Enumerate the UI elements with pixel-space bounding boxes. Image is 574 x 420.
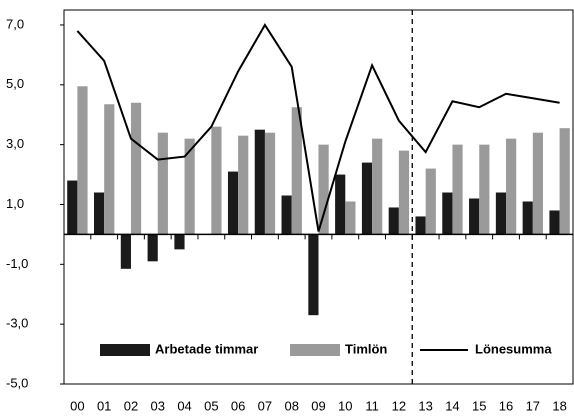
bar [291, 107, 302, 235]
bar [361, 162, 373, 235]
bar [345, 201, 356, 235]
bar [559, 128, 570, 235]
x-tick-label: 15 [472, 398, 486, 413]
x-tick-label: 02 [124, 398, 138, 413]
bar [254, 129, 265, 235]
plot-frame [63, 9, 574, 385]
bar [442, 192, 453, 235]
bar [479, 144, 490, 235]
x-tick-label: 07 [258, 398, 272, 413]
bar [211, 126, 222, 235]
bar [469, 198, 480, 235]
bar [94, 192, 105, 235]
legend-swatch [100, 344, 150, 356]
bar [174, 234, 185, 250]
bar [318, 144, 329, 235]
bar [549, 210, 560, 235]
bar [398, 150, 410, 235]
x-tick-label: 04 [177, 398, 191, 413]
y-tick-label: -1,0 [6, 256, 28, 271]
bar [335, 174, 346, 235]
bar [425, 168, 436, 235]
bar [157, 132, 168, 235]
x-tick-label: 08 [284, 398, 298, 413]
y-tick-label: 5,0 [6, 76, 24, 91]
x-tick-label: 12 [392, 398, 406, 413]
x-tick-label: 00 [70, 398, 84, 413]
x-tick-label: 06 [231, 398, 245, 413]
bar [264, 132, 276, 235]
bar [372, 138, 383, 235]
bar [120, 234, 131, 269]
line [76, 23, 560, 232]
bar [77, 86, 88, 235]
x-tick-label: 01 [97, 398, 111, 413]
y-tick-label: -5,0 [6, 375, 28, 390]
x-tick-label: 16 [499, 398, 513, 413]
x-tick-label: 17 [526, 398, 540, 413]
y-tick-label: 1,0 [6, 196, 24, 211]
bar [495, 192, 507, 235]
bar [227, 171, 239, 235]
bar [104, 104, 115, 235]
bar [388, 207, 399, 235]
legend-swatch [290, 344, 340, 356]
y-tick-label: 3,0 [6, 136, 24, 151]
x-tick-label: 13 [418, 398, 432, 413]
bar [452, 144, 463, 235]
bar [281, 195, 292, 235]
bar [67, 180, 78, 235]
legend-label: Lönesumma [475, 341, 552, 356]
x-tick-label: 10 [338, 398, 352, 413]
x-tick-label: 03 [151, 398, 165, 413]
bar [308, 234, 319, 316]
bar [184, 138, 195, 235]
bar [130, 102, 142, 235]
x-tick-label: 05 [204, 398, 218, 413]
x-tick-label: 18 [552, 398, 566, 413]
x-tick-label: 09 [311, 398, 325, 413]
legend-label: Timlön [345, 341, 387, 356]
bar [147, 234, 158, 262]
y-tick-label: -3,0 [6, 316, 28, 331]
legend-label: Arbetade timmar [155, 341, 258, 356]
x-tick-label: 14 [445, 398, 459, 413]
bar [522, 201, 533, 235]
bar [506, 138, 517, 235]
bar [415, 216, 426, 235]
x-tick-label: 11 [365, 398, 379, 413]
bar [238, 135, 249, 235]
bar [532, 132, 543, 235]
y-tick-label: 7,0 [6, 16, 24, 31]
